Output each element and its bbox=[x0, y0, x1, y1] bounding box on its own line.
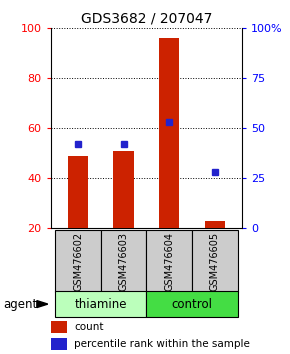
Text: GSM476602: GSM476602 bbox=[73, 232, 83, 291]
Bar bbox=[192, 230, 238, 292]
Bar bbox=[101, 230, 146, 292]
Bar bbox=[55, 291, 146, 317]
Text: count: count bbox=[74, 322, 104, 332]
Text: percentile rank within the sample: percentile rank within the sample bbox=[74, 339, 250, 349]
Bar bbox=[204, 221, 225, 228]
Bar bbox=[55, 230, 101, 292]
Polygon shape bbox=[37, 301, 48, 308]
Bar bbox=[146, 230, 192, 292]
Text: GSM476603: GSM476603 bbox=[119, 232, 129, 291]
Bar bbox=[68, 156, 88, 228]
Bar bbox=[51, 338, 67, 349]
Text: control: control bbox=[171, 298, 213, 310]
Text: thiamine: thiamine bbox=[75, 298, 127, 310]
Title: GDS3682 / 207047: GDS3682 / 207047 bbox=[81, 12, 212, 26]
Text: agent: agent bbox=[3, 298, 37, 310]
Text: GSM476604: GSM476604 bbox=[164, 232, 174, 291]
Bar bbox=[146, 291, 238, 317]
Bar bbox=[113, 151, 134, 228]
Text: GSM476605: GSM476605 bbox=[210, 232, 220, 291]
Bar bbox=[51, 321, 67, 333]
Bar bbox=[159, 38, 180, 228]
